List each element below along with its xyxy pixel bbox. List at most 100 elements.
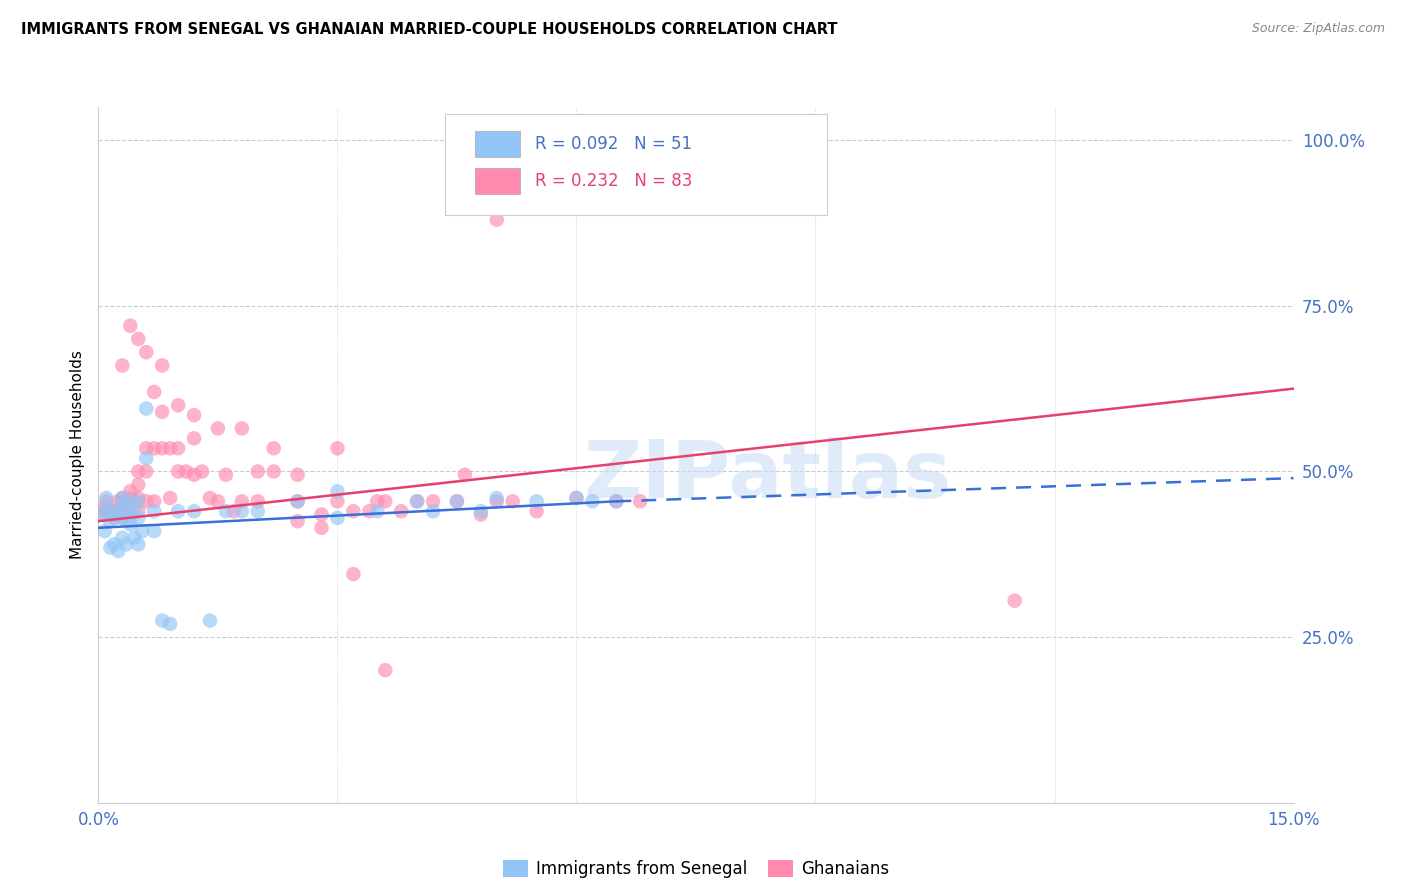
Point xyxy=(150,442,173,456)
Point xyxy=(127,504,149,518)
Point xyxy=(150,614,173,628)
Point xyxy=(135,401,157,416)
Point xyxy=(107,544,129,558)
Point xyxy=(127,511,149,525)
Text: R = 0.092   N = 51: R = 0.092 N = 51 xyxy=(534,135,692,153)
Point xyxy=(111,491,134,505)
Point xyxy=(127,537,149,551)
Point xyxy=(565,491,588,505)
Point xyxy=(120,484,142,499)
Point xyxy=(246,494,269,508)
Point xyxy=(326,494,349,508)
Text: ZIPatlas: ZIPatlas xyxy=(583,437,952,515)
Point xyxy=(111,511,134,525)
Point xyxy=(231,494,253,508)
Point xyxy=(111,498,134,512)
Point xyxy=(100,514,122,528)
Point xyxy=(342,567,364,582)
Point xyxy=(231,421,253,435)
Legend: Immigrants from Senegal, Ghanaians: Immigrants from Senegal, Ghanaians xyxy=(496,854,896,885)
Point xyxy=(287,494,309,508)
Point xyxy=(96,494,118,508)
Point xyxy=(135,442,157,456)
Point xyxy=(120,494,142,508)
Point xyxy=(124,504,146,518)
Point xyxy=(605,494,627,508)
Point xyxy=(183,504,205,518)
Point xyxy=(94,500,117,515)
Point xyxy=(326,484,349,499)
Point xyxy=(107,508,129,522)
Point xyxy=(526,494,548,508)
Point xyxy=(91,508,114,522)
Point xyxy=(131,524,153,538)
Point xyxy=(107,494,129,508)
Point xyxy=(143,442,166,456)
Point xyxy=(183,467,205,482)
Point xyxy=(143,494,166,508)
Point xyxy=(287,514,309,528)
Point xyxy=(167,398,190,412)
Point xyxy=(111,504,134,518)
Point xyxy=(127,465,149,479)
Point xyxy=(120,318,142,333)
Point xyxy=(167,442,190,456)
Point xyxy=(502,494,524,508)
Point xyxy=(422,494,444,508)
Point xyxy=(207,494,229,508)
Point xyxy=(143,524,166,538)
Point xyxy=(159,616,181,631)
Point xyxy=(103,537,125,551)
Point xyxy=(111,491,134,505)
Point xyxy=(446,494,468,508)
Point xyxy=(115,504,138,518)
Point xyxy=(120,517,142,532)
Point xyxy=(183,431,205,445)
Point xyxy=(167,465,190,479)
Point xyxy=(124,494,146,508)
Point xyxy=(246,465,269,479)
Point xyxy=(174,465,197,479)
Point xyxy=(406,494,429,508)
Point xyxy=(287,467,309,482)
FancyBboxPatch shape xyxy=(475,131,520,157)
FancyBboxPatch shape xyxy=(444,114,827,215)
Point xyxy=(103,511,125,525)
Point xyxy=(366,494,388,508)
Point xyxy=(100,541,122,555)
Point xyxy=(470,504,492,518)
Point xyxy=(389,504,412,518)
FancyBboxPatch shape xyxy=(475,168,520,194)
Point xyxy=(159,491,181,505)
Point xyxy=(263,465,285,479)
Point xyxy=(135,465,157,479)
Point xyxy=(198,491,221,505)
Point xyxy=(287,494,309,508)
Point xyxy=(374,494,396,508)
Point xyxy=(485,491,508,505)
Point xyxy=(183,408,205,422)
Point xyxy=(135,345,157,359)
Point xyxy=(470,508,492,522)
Point xyxy=(94,524,117,538)
Point xyxy=(231,504,253,518)
Point xyxy=(215,504,238,518)
Point xyxy=(406,494,429,508)
Point xyxy=(127,332,149,346)
Point xyxy=(135,451,157,466)
Text: Source: ZipAtlas.com: Source: ZipAtlas.com xyxy=(1251,22,1385,36)
Point xyxy=(167,504,190,518)
Point xyxy=(124,531,146,545)
Point xyxy=(91,508,114,522)
Point xyxy=(103,504,125,518)
Point xyxy=(111,511,134,525)
Point xyxy=(1004,593,1026,607)
Point xyxy=(97,504,120,518)
Point xyxy=(96,500,118,515)
Point xyxy=(120,504,142,518)
Point xyxy=(565,491,588,505)
Point xyxy=(246,504,269,518)
Point xyxy=(263,442,285,456)
Point xyxy=(143,384,166,399)
Point xyxy=(103,504,125,518)
